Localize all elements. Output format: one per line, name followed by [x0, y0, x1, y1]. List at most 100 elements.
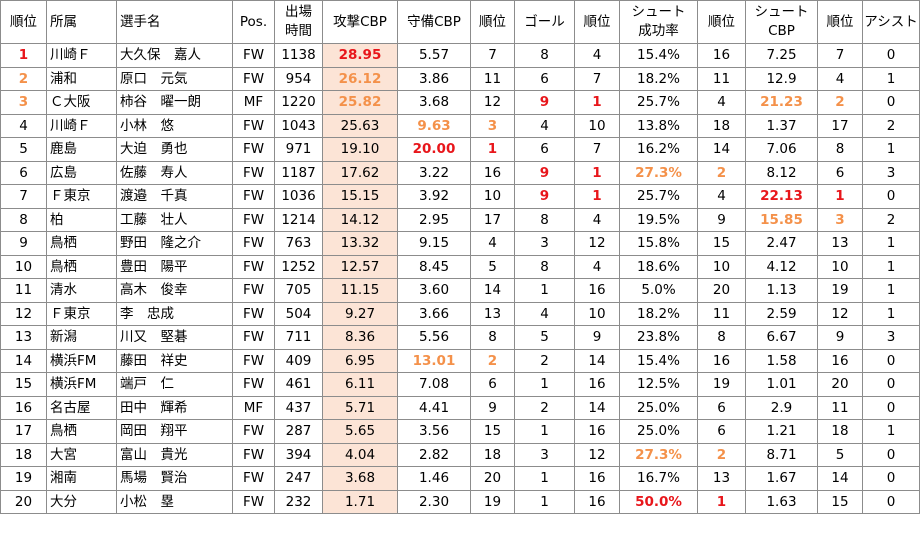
cell-assists: 0: [862, 395, 920, 420]
cell-rank: 11: [0, 278, 47, 303]
cell-shot-success-rate: 15.8%: [619, 231, 698, 256]
cell-defense-cbp: 13.01: [397, 348, 471, 373]
cell-defense-rank: 16: [470, 160, 515, 185]
cell-rank: 13: [0, 325, 47, 350]
cell-player-name: 端戸 仁: [116, 372, 233, 397]
header-rank: 順位: [0, 0, 47, 44]
cell-position: FW: [232, 466, 275, 491]
cell-minutes: 1252: [274, 254, 323, 279]
cell-assists: 0: [862, 489, 920, 514]
cell-minutes: 394: [274, 442, 323, 467]
cell-assists: 0: [862, 43, 920, 68]
cell-minutes: 1138: [274, 43, 323, 68]
cell-club: 横浜FM: [46, 348, 117, 373]
cell-shot-cbp-rank: 7: [817, 43, 863, 68]
cell-minutes: 711: [274, 325, 323, 350]
cell-player-name: 藤田 祥史: [116, 348, 233, 373]
cell-assists: 1: [862, 66, 920, 91]
cell-goals-rank: 9: [574, 325, 620, 350]
cell-club: 川崎Ｆ: [46, 113, 117, 138]
cell-goals: 5: [514, 325, 575, 350]
cell-player-name: 富山 貴光: [116, 442, 233, 467]
cell-shot-success-rank: 2: [697, 160, 746, 185]
cell-position: FW: [232, 137, 275, 162]
cell-shot-cbp: 2.9: [745, 395, 818, 420]
cell-goals-rank: 10: [574, 301, 620, 326]
cell-club: 湘南: [46, 466, 117, 491]
cell-goals: 9: [514, 90, 575, 115]
cell-defense-cbp: 3.92: [397, 184, 471, 209]
cell-position: MF: [232, 395, 275, 420]
cell-club: 浦和: [46, 66, 117, 91]
cell-goals-rank: 10: [574, 113, 620, 138]
table-row: 5 鹿島 大迫 勇也 FW 971 19.10 20.00 1 6 7 16.2% 14 7.06 8 1: [0, 137, 920, 162]
cell-shot-cbp-rank: 13: [817, 231, 863, 256]
cell-shot-success-rate: 12.5%: [619, 372, 698, 397]
cell-goals-rank: 16: [574, 372, 620, 397]
cell-goals-rank: 16: [574, 466, 620, 491]
cell-shot-success-rate: 18.2%: [619, 66, 698, 91]
cell-shot-cbp-rank: 15: [817, 489, 863, 514]
cell-assists: 2: [862, 207, 920, 232]
cell-shot-success-rank: 8: [697, 325, 746, 350]
cell-defense-cbp: 2.82: [397, 442, 471, 467]
cell-shot-cbp: 2.47: [745, 231, 818, 256]
cell-shot-cbp: 21.23: [745, 90, 818, 115]
table-row: 14 横浜FM 藤田 祥史 FW 409 6.95 13.01 2 2 14 15.4% 16 1.58…: [0, 348, 920, 373]
cell-minutes: 1043: [274, 113, 323, 138]
cell-shot-cbp-rank: 9: [817, 325, 863, 350]
cell-defense-cbp: 9.63: [397, 113, 471, 138]
table-row: 18 大宮 富山 貴光 FW 394 4.04 2.82 18 3 12 27.3% 2 8.71 5 0: [0, 442, 920, 467]
cell-shot-success-rank: 16: [697, 348, 746, 373]
cell-shot-success-rank: 6: [697, 419, 746, 444]
cell-attack-cbp: 1.71: [322, 489, 398, 514]
cell-assists: 1: [862, 231, 920, 256]
cell-shot-success-rank: 10: [697, 254, 746, 279]
cell-rank: 5: [0, 137, 47, 162]
cell-rank: 20: [0, 489, 47, 514]
cell-player-name: 李 忠成: [116, 301, 233, 326]
cell-minutes: 409: [274, 348, 323, 373]
cell-defense-rank: 11: [470, 66, 515, 91]
cell-goals: 1: [514, 466, 575, 491]
cell-defense-rank: 4: [470, 231, 515, 256]
cell-defense-cbp: 7.08: [397, 372, 471, 397]
cell-goals: 3: [514, 231, 575, 256]
cell-minutes: 763: [274, 231, 323, 256]
cell-shot-cbp: 7.06: [745, 137, 818, 162]
cell-shot-cbp: 8.71: [745, 442, 818, 467]
cell-defense-cbp: 5.57: [397, 43, 471, 68]
cell-rank: 4: [0, 113, 47, 138]
table-row: 11 清水 高木 俊幸 FW 705 11.15 3.60 14 1 16 5.0% 20 1.13 19…: [0, 278, 920, 303]
cell-shot-cbp: 1.37: [745, 113, 818, 138]
cell-minutes: 971: [274, 137, 323, 162]
cell-shot-success-rank: 20: [697, 278, 746, 303]
cell-shot-success-rate: 25.0%: [619, 419, 698, 444]
cell-shot-success-rate: 19.5%: [619, 207, 698, 232]
table-row: 13 新潟 川又 堅碁 FW 711 8.36 5.56 8 5 9 23.8% 8 6.67 9 3: [0, 325, 920, 350]
cell-attack-cbp: 25.63: [322, 113, 398, 138]
cell-shot-success-rate: 16.2%: [619, 137, 698, 162]
cell-rank: 12: [0, 301, 47, 326]
cell-rank: 16: [0, 395, 47, 420]
cell-goals-rank: 7: [574, 137, 620, 162]
cell-defense-rank: 13: [470, 301, 515, 326]
cell-minutes: 1220: [274, 90, 323, 115]
cell-shot-cbp-rank: 10: [817, 254, 863, 279]
cell-shot-cbp: 1.13: [745, 278, 818, 303]
cell-attack-cbp: 17.62: [322, 160, 398, 185]
cell-shot-cbp-rank: 2: [817, 90, 863, 115]
cell-defense-cbp: 8.45: [397, 254, 471, 279]
cell-shot-success-rate: 16.7%: [619, 466, 698, 491]
cell-shot-success-rate: 27.3%: [619, 442, 698, 467]
cell-shot-success-rate: 50.0%: [619, 489, 698, 514]
cell-attack-cbp: 25.82: [322, 90, 398, 115]
cell-rank: 2: [0, 66, 47, 91]
cell-shot-success-rank: 15: [697, 231, 746, 256]
cell-minutes: 247: [274, 466, 323, 491]
cell-assists: 0: [862, 184, 920, 209]
cell-defense-cbp: 9.15: [397, 231, 471, 256]
cell-defense-rank: 2: [470, 348, 515, 373]
cell-attack-cbp: 11.15: [322, 278, 398, 303]
ranking-table: 順位 所属 選手名 Pos. 出場 時間 攻撃CBP 守備CBP 順位 ゴール 順位 シュート 成功率順…: [0, 0, 920, 514]
